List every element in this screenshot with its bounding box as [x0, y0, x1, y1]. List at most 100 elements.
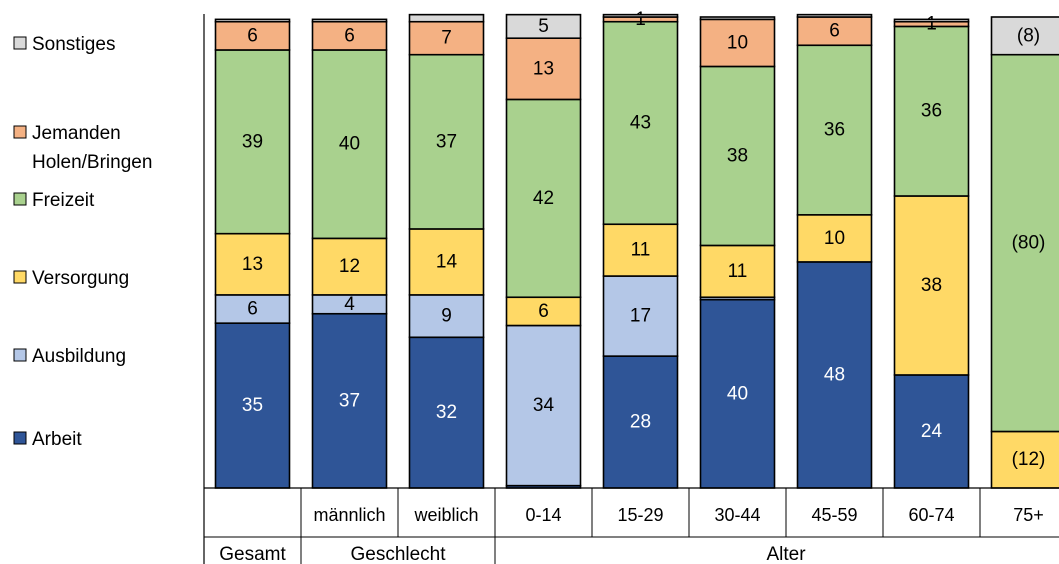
legend-label: Versorgung	[32, 268, 129, 289]
data-label: 7	[441, 28, 452, 49]
bar-segment	[893, 18, 970, 23]
data-label: 40	[339, 134, 360, 155]
data-label: 4	[344, 294, 355, 315]
legend-swatch	[13, 125, 27, 139]
bar-segment	[796, 261, 873, 489]
bar-stack: 48 10 36 6	[796, 13, 873, 489]
bar-segment	[311, 18, 388, 23]
data-label: 34	[533, 395, 555, 416]
bar-segment	[893, 25, 970, 197]
bar-segment	[602, 275, 679, 357]
category-label: weiblich	[413, 505, 478, 525]
legend-item: Sonstiges	[13, 34, 115, 55]
legend-label: Arbeit	[32, 429, 82, 450]
data-label: 36	[921, 101, 942, 122]
group-label: Gesamt	[219, 544, 286, 564]
bar-segment	[505, 98, 582, 299]
bar-stack: 32 9 14 37 7	[408, 13, 485, 489]
bar-segment	[893, 195, 970, 376]
data-label: 6	[538, 301, 549, 322]
data-label: 35	[242, 395, 263, 416]
category-label: 45-59	[811, 505, 857, 525]
legend-label: Holen/Bringen	[32, 152, 152, 173]
bar-stack: 34 6 42 13 5	[505, 13, 582, 489]
bar-segment	[990, 16, 1059, 56]
legend-item: Jemanden Holen/Bringen	[13, 123, 152, 173]
bar-stack: 24 38 36 1	[893, 14, 970, 489]
bar-stack: 35 6 13 39 6	[214, 18, 291, 489]
category-label: 60-74	[908, 505, 954, 525]
bar-segment	[214, 49, 291, 235]
data-label: 43	[630, 112, 651, 133]
bar-segment	[408, 53, 485, 230]
bar-stack: 28 17 11 43 1	[602, 9, 679, 489]
bar-segment	[796, 13, 873, 18]
data-label: 5	[538, 16, 549, 37]
legend: Sonstiges Jemanden Holen/Bringen Freizeit Ve…	[13, 34, 152, 450]
legend-item: Ausbildung	[13, 346, 126, 367]
bar-stack: 37 4 12 40 6	[311, 18, 388, 489]
bar-segment	[796, 214, 873, 263]
data-label: 6	[247, 25, 258, 46]
data-label: (12)	[1012, 449, 1046, 470]
bar-segment	[990, 430, 1059, 489]
data-label: 6	[829, 21, 840, 42]
legend-swatch	[13, 36, 27, 50]
bar-segment	[311, 20, 388, 51]
data-label: 1	[926, 14, 937, 35]
legend-swatch	[13, 431, 27, 445]
data-label: (80)	[1012, 233, 1046, 254]
data-label: 28	[630, 412, 651, 433]
bar-segment	[311, 237, 388, 296]
bar-segment	[699, 298, 776, 489]
bar-stack: (12) (80) (8)	[990, 16, 1059, 489]
data-label: 37	[436, 131, 457, 152]
bar-segment	[602, 355, 679, 489]
category-label: männlich	[313, 505, 385, 525]
bar-segment	[699, 16, 776, 21]
data-label: 37	[339, 390, 360, 411]
bar-stack: 40 11 38 10	[699, 16, 776, 489]
legend-label: Freizeit	[32, 190, 95, 211]
category-label: 75+	[1013, 505, 1044, 525]
bar-segment	[505, 296, 582, 327]
group-label: Alter	[766, 544, 806, 564]
category-label: 15-29	[617, 505, 663, 525]
data-label: 42	[533, 188, 554, 209]
bar-segment	[311, 312, 388, 489]
data-label: 11	[728, 261, 748, 282]
legend-swatch	[13, 192, 27, 206]
data-label: 38	[921, 275, 942, 296]
category-label: 0-14	[525, 505, 561, 525]
data-label: 24	[921, 421, 943, 442]
bar-segment	[408, 228, 485, 296]
data-label: 14	[436, 251, 458, 272]
data-label: 13	[242, 254, 263, 275]
data-label: 12	[339, 256, 360, 277]
data-label: 32	[436, 402, 457, 423]
bar-segment	[602, 13, 679, 18]
legend-label: Sonstiges	[32, 34, 115, 55]
legend-swatch	[13, 270, 27, 284]
bar-segment	[505, 37, 582, 101]
legend-label: Jemanden	[32, 123, 121, 144]
data-label: 40	[727, 383, 748, 404]
bar-segment	[505, 324, 582, 487]
data-label: 10	[727, 32, 748, 53]
bar-segment	[214, 294, 291, 324]
bar-segment	[408, 294, 485, 339]
axes: männlich weiblich 0-14 15-29 30-44 45-59 60-74…	[203, 14, 1059, 564]
data-label: 1	[635, 9, 646, 30]
bars: 3561339637412406329143773464213528171143…	[214, 9, 1059, 489]
category-label: 30-44	[714, 505, 760, 525]
data-label: 39	[242, 131, 263, 152]
data-label: 13	[533, 58, 554, 79]
legend-item: Versorgung	[13, 268, 129, 289]
bar-segment	[408, 13, 485, 23]
bar-segment	[505, 13, 582, 39]
legend-label: Ausbildung	[32, 346, 126, 367]
bar-segment	[214, 322, 291, 489]
group-label: Geschlecht	[350, 544, 446, 564]
bar-segment	[602, 20, 679, 226]
